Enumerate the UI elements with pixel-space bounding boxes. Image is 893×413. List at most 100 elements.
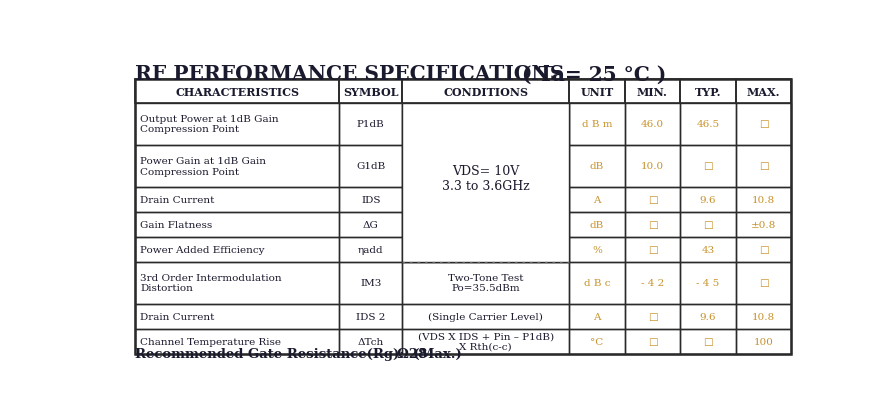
- Text: °C: °C: [590, 337, 604, 346]
- Text: Recommended Gate Resistance(Rg): 28: Recommended Gate Resistance(Rg): 28: [136, 347, 428, 360]
- Text: 100: 100: [754, 337, 773, 346]
- Bar: [339, 237, 402, 262]
- Bar: [136, 212, 339, 237]
- Bar: [339, 262, 402, 304]
- Bar: [402, 103, 569, 262]
- Text: □: □: [703, 162, 713, 171]
- Bar: [402, 103, 569, 262]
- Bar: [569, 304, 625, 329]
- Bar: [402, 304, 569, 329]
- Text: Power Gain at 1dB Gain
Compression Point: Power Gain at 1dB Gain Compression Point: [140, 157, 266, 176]
- Text: G1dB: G1dB: [356, 162, 386, 171]
- Text: UNIT: UNIT: [580, 86, 613, 97]
- Text: (Single Carrier Level): (Single Carrier Level): [429, 312, 543, 321]
- Text: dB: dB: [589, 220, 604, 229]
- Bar: [736, 212, 791, 237]
- Text: □: □: [759, 245, 769, 254]
- Bar: [136, 262, 339, 304]
- Text: ( Ta= 25 °C ): ( Ta= 25 °C ): [522, 64, 666, 84]
- Bar: [625, 103, 680, 145]
- Text: VDS= 10V
3.3 to 3.6GHz: VDS= 10V 3.3 to 3.6GHz: [442, 165, 530, 193]
- Bar: [680, 145, 736, 188]
- Bar: [736, 80, 791, 103]
- Bar: [136, 237, 339, 262]
- Bar: [136, 103, 339, 145]
- Text: 10.0: 10.0: [641, 162, 664, 171]
- Text: 43: 43: [701, 245, 714, 254]
- Text: d B c: d B c: [584, 278, 610, 287]
- Bar: [736, 188, 791, 212]
- Bar: [736, 237, 791, 262]
- Bar: [339, 80, 402, 103]
- Bar: [339, 329, 402, 354]
- Text: 10.8: 10.8: [752, 312, 775, 321]
- Bar: [625, 212, 680, 237]
- Text: (VDS X IDS + Pin – P1dB)
X Rth(c-c): (VDS X IDS + Pin – P1dB) X Rth(c-c): [418, 332, 554, 351]
- Bar: [625, 304, 680, 329]
- Bar: [339, 145, 402, 188]
- Text: 3rd Order Intermodulation
Distortion: 3rd Order Intermodulation Distortion: [140, 273, 281, 293]
- Bar: [680, 262, 736, 304]
- Text: ΔG: ΔG: [363, 220, 379, 229]
- Bar: [736, 262, 791, 304]
- Text: Ω (Max.): Ω (Max.): [397, 347, 462, 360]
- Bar: [680, 329, 736, 354]
- Text: - 4 2: - 4 2: [641, 278, 664, 287]
- Bar: [402, 237, 569, 262]
- Text: □: □: [647, 195, 657, 204]
- Text: Drain Current: Drain Current: [140, 195, 214, 204]
- Text: MAX.: MAX.: [747, 86, 780, 97]
- Text: ηadd: ηadd: [358, 245, 384, 254]
- Text: RF PERFORMANCE SPECIFICATIONS: RF PERFORMANCE SPECIFICATIONS: [136, 64, 564, 84]
- Text: CHARACTERISTICS: CHARACTERISTICS: [175, 86, 299, 97]
- Text: 9.6: 9.6: [700, 312, 716, 321]
- Bar: [136, 80, 339, 103]
- Bar: [136, 145, 339, 188]
- Text: MIN.: MIN.: [637, 86, 668, 97]
- Text: %: %: [592, 245, 602, 254]
- Bar: [136, 329, 339, 354]
- Text: □: □: [647, 337, 657, 346]
- Text: 46.5: 46.5: [697, 120, 720, 129]
- Bar: [569, 212, 625, 237]
- Bar: [569, 188, 625, 212]
- Bar: [569, 262, 625, 304]
- Bar: [625, 80, 680, 103]
- Text: d B m: d B m: [581, 120, 612, 129]
- Bar: [625, 237, 680, 262]
- Bar: [680, 103, 736, 145]
- Text: P1dB: P1dB: [357, 120, 385, 129]
- Text: Gain Flatness: Gain Flatness: [140, 220, 213, 229]
- Bar: [339, 212, 402, 237]
- Text: A: A: [593, 312, 601, 321]
- Bar: [625, 262, 680, 304]
- Bar: [625, 329, 680, 354]
- Bar: [680, 80, 736, 103]
- Bar: [569, 103, 625, 145]
- Text: ΔTch: ΔTch: [358, 337, 384, 346]
- Bar: [736, 329, 791, 354]
- Text: 10.8: 10.8: [752, 195, 775, 204]
- Bar: [402, 329, 569, 354]
- Text: Power Added Efficiency: Power Added Efficiency: [140, 245, 264, 254]
- Bar: [136, 80, 791, 354]
- Text: IM3: IM3: [360, 278, 381, 287]
- Bar: [402, 212, 569, 237]
- Text: IDS 2: IDS 2: [356, 312, 386, 321]
- Bar: [680, 304, 736, 329]
- Bar: [569, 80, 625, 103]
- Bar: [625, 188, 680, 212]
- Text: ±0.8: ±0.8: [751, 220, 776, 229]
- Text: □: □: [647, 245, 657, 254]
- Bar: [402, 188, 569, 212]
- Bar: [402, 262, 569, 304]
- Bar: [625, 145, 680, 188]
- Bar: [736, 304, 791, 329]
- Text: SYMBOL: SYMBOL: [343, 86, 398, 97]
- Text: Two-Tone Test
Po=35.5dBm: Two-Tone Test Po=35.5dBm: [448, 273, 523, 293]
- Text: 46.0: 46.0: [641, 120, 664, 129]
- Text: dB: dB: [589, 162, 604, 171]
- Bar: [680, 188, 736, 212]
- Bar: [569, 329, 625, 354]
- Bar: [569, 145, 625, 188]
